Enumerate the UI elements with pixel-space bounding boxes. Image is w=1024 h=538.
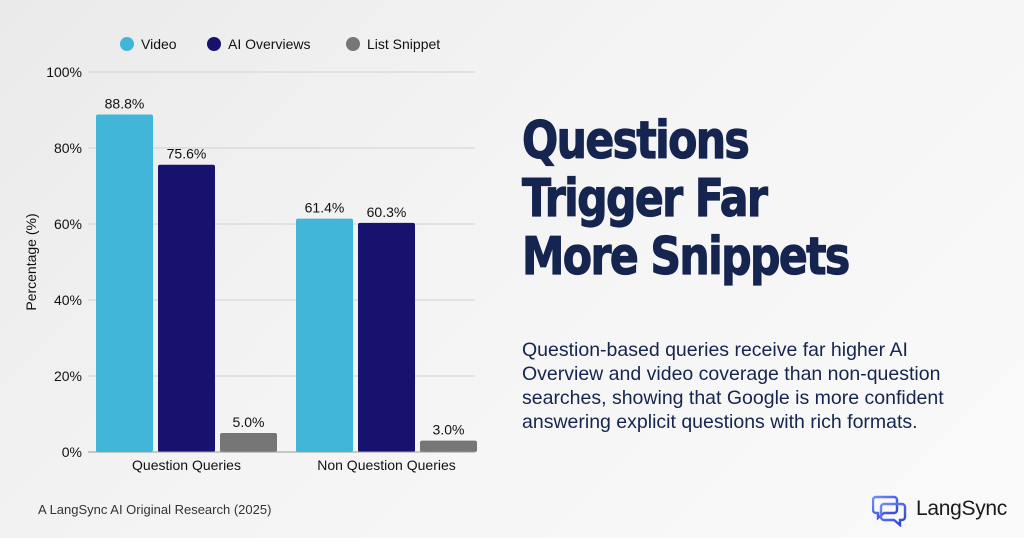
headline-line-3: More Snippets [522, 227, 851, 287]
bar-video [96, 114, 153, 452]
headline: Questions Trigger Far More Snippets [522, 111, 916, 287]
bar-ai-overviews [158, 164, 215, 452]
y-tick-label: 60% [54, 216, 82, 232]
headline-line-1: Questions [522, 111, 751, 171]
data-label: 61.4% [305, 200, 345, 216]
data-label: 88.8% [105, 96, 145, 112]
chat-bubbles-icon [872, 495, 907, 527]
brand-logo: LangSync [872, 490, 1007, 528]
data-label: 5.0% [233, 414, 265, 430]
bar-video [296, 218, 353, 452]
y-tick-label: 40% [54, 292, 82, 308]
bar-chart: 0% 20% 40% 60% 80% 100% Percentage (%) 88.8% 75.… [23, 36, 477, 473]
data-label: 60.3% [367, 204, 407, 220]
headline-line-2: Trigger Far [522, 169, 769, 229]
bar-ai-overviews [358, 222, 415, 452]
x-tick-label: Non Question Queries [317, 457, 456, 473]
legend-label: List Snippet [367, 36, 440, 52]
data-label: 75.6% [167, 146, 207, 162]
y-tick-label: 80% [54, 140, 82, 156]
x-tick-label: Question Queries [132, 457, 241, 473]
legend-marker [346, 37, 360, 51]
description: Question-based queries receive far highe… [522, 339, 944, 433]
y-tick-label: 0% [62, 444, 82, 460]
y-axis-label: Percentage (%) [23, 213, 39, 310]
data-label: 3.0% [433, 422, 465, 438]
footer-credit: A LangSync AI Original Research (2025) [38, 502, 272, 517]
legend-marker [207, 37, 221, 51]
legend-label: Video [141, 36, 177, 52]
bar-list-snippet [220, 433, 277, 452]
brand-name: LangSync [916, 497, 1008, 520]
legend-label: AI Overviews [228, 36, 310, 52]
y-tick-label: 20% [54, 368, 82, 384]
bar-list-snippet [420, 440, 477, 452]
legend-marker [120, 37, 134, 51]
y-tick-label: 100% [46, 64, 82, 80]
